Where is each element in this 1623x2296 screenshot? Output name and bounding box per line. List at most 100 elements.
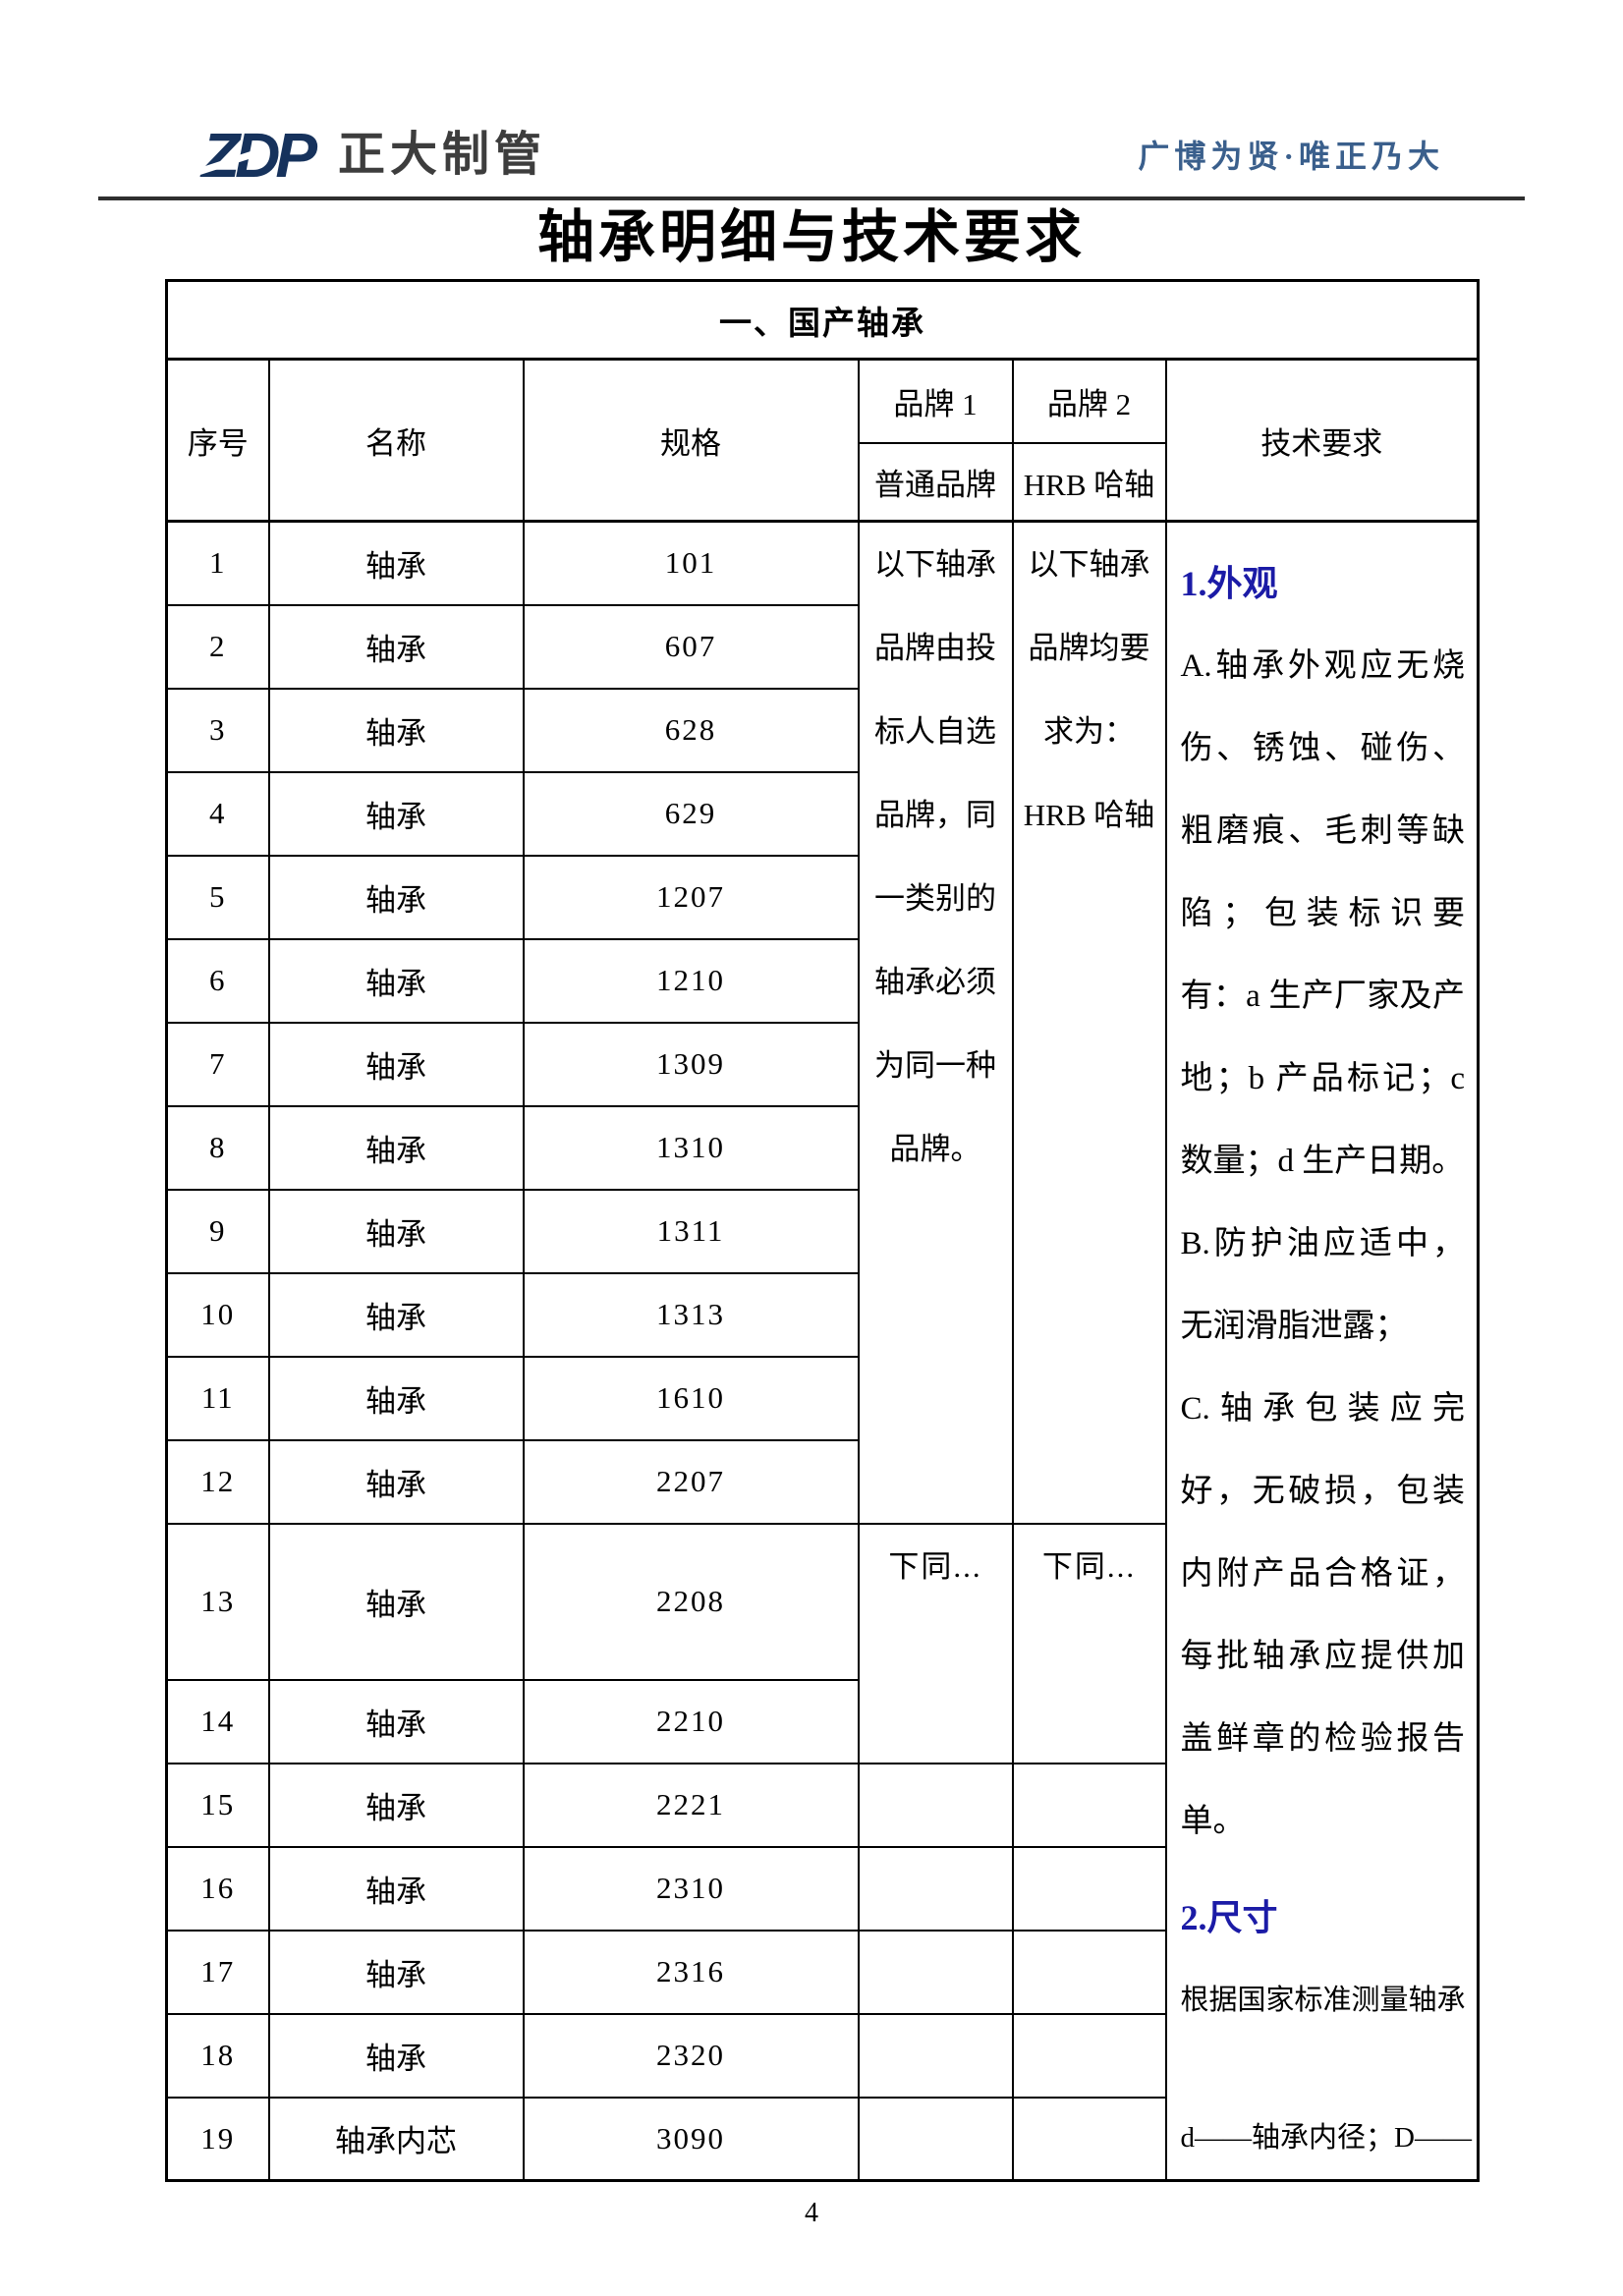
brand2-note-line: 品牌均要 xyxy=(1028,631,1150,665)
row-spec: 1311 xyxy=(522,1188,860,1274)
brand1-empty-cell xyxy=(857,1762,1014,1848)
tech-requirements-cell: 1.外观 A.轴承外观应无烧伤、锈蚀、碰伤、粗磨痕、毛刺等缺陷；包装标识要有：a … xyxy=(1164,520,1480,2182)
row-spec: 1207 xyxy=(522,854,860,940)
row-name: 轴承 xyxy=(267,1021,525,1107)
row-seq: 2 xyxy=(165,603,270,690)
brand2-note-line: HRB 哈轴 xyxy=(1023,798,1155,832)
row-seq: 4 xyxy=(165,770,270,857)
row-spec: 101 xyxy=(522,520,860,606)
row-seq: 5 xyxy=(165,854,270,940)
row-name: 轴承 xyxy=(267,1762,525,1848)
tech-paragraph-a: A.轴承外观应无烧伤、锈蚀、碰伤、粗磨痕、毛刺等缺陷；包装标识要有：a 生产厂家… xyxy=(1180,648,1466,1179)
table-row: 10 轴承 1313 xyxy=(165,1271,1479,1358)
brand1-note-line: 轴承必须 xyxy=(874,965,996,999)
table-header-row-1: 序号 名称 规格 品牌 1 品牌 2 技术要求 xyxy=(165,358,1480,523)
row-name: 轴承 xyxy=(267,687,525,773)
brand1-ditto-cell: 下同... xyxy=(857,1522,1014,1764)
brand2-note-line: 求为： xyxy=(1043,714,1135,749)
table-row: 15 轴承 2221 xyxy=(165,1762,1479,1848)
brand2-note-cell: 以下轴承品牌均要求为： HRB 哈轴 xyxy=(1011,520,1167,1525)
col-header-name: 名称 xyxy=(267,358,525,523)
page-number: 4 xyxy=(805,2198,818,2228)
row-name: 轴承 xyxy=(267,937,525,1024)
table-section-row: 一、国产轴承 xyxy=(165,279,1480,361)
row-name: 轴承 xyxy=(267,520,525,606)
document-title: 轴承明细与技术要求 xyxy=(536,205,1086,269)
row-name: 轴承 xyxy=(267,1678,525,1764)
row-spec: 3090 xyxy=(522,2096,860,2182)
brand1-empty-cell xyxy=(857,2012,1014,2099)
brand1-note-line: 以下轴承 xyxy=(874,547,996,582)
row-name: 轴承 xyxy=(267,1104,525,1191)
brand2-ditto-cell: 下同... xyxy=(1011,1522,1167,1764)
col-header-brand2-sub: HRB 哈轴 xyxy=(1011,441,1167,523)
table-header-row-2: 普通品牌 HRB 哈轴 xyxy=(167,441,1479,523)
table-row: 11 轴承 1610 xyxy=(165,1355,1479,1441)
row-seq: 9 xyxy=(165,1188,270,1274)
brand1-note-line: 标人自选 xyxy=(874,714,996,749)
table-row: 19 轴承内芯 3090 xyxy=(165,2096,1479,2182)
tech-paragraph-measure: 根据国家标准测量轴承 xyxy=(1180,1985,1466,2016)
logo-company-name: 正大制管 xyxy=(338,129,547,181)
table-row: 4 轴承 629 xyxy=(165,770,1479,857)
row-seq: 18 xyxy=(165,2012,270,2099)
table-row: 18 轴承 2320 xyxy=(165,2012,1479,2099)
col-header-brand2: 品牌 2 xyxy=(1011,358,1167,444)
brand2-empty-cell xyxy=(1011,2096,1167,2182)
brand1-empty-cell xyxy=(857,2096,1014,2182)
row-seq: 7 xyxy=(165,1021,270,1107)
row-name: 轴承 xyxy=(267,1929,525,2015)
table-row: 1 轴承 101 以下轴承 品牌由投 标人自选 品牌，同 一类别的 轴承必须 为同一种 品牌。 以下轴… xyxy=(165,520,1480,2182)
row-spec: 2210 xyxy=(522,1678,860,1764)
row-name: 轴承 xyxy=(267,1522,525,1681)
table-row: 8 轴承 1310 xyxy=(165,1104,1479,1191)
row-spec: 628 xyxy=(522,687,860,773)
tech-paragraph-diameter: d——轴承内径；D—— xyxy=(1180,2122,1472,2154)
row-name: 轴承 xyxy=(267,1355,525,1441)
row-seq: 11 xyxy=(165,1355,270,1441)
row-spec: 1313 xyxy=(522,1271,860,1358)
table-row: 14 轴承 2210 xyxy=(165,1678,1479,1764)
brand1-note-line: 品牌由投 xyxy=(874,631,996,665)
col-header-brand1-sub: 普通品牌 xyxy=(857,441,1014,523)
row-seq: 14 xyxy=(165,1678,270,1764)
col-header-spec: 规格 xyxy=(522,358,860,523)
row-name: 轴承 xyxy=(267,1438,525,1525)
row-seq: 13 xyxy=(165,1522,270,1681)
row-spec: 2320 xyxy=(522,2012,860,2099)
row-seq: 1 xyxy=(165,520,270,606)
row-spec: 2316 xyxy=(522,1929,860,2015)
table-row: 13 轴承 2208 下同... 下同... xyxy=(165,1522,1479,1764)
brand1-note-line: 品牌，同 xyxy=(874,798,996,832)
bearings-table: 一、国产轴承 序号 名称 规格 品牌 1 品牌 2 技术要求 普通品牌 HRB … xyxy=(165,279,1480,2182)
table-row: 9 轴承 1311 xyxy=(165,1188,1479,1274)
logo-zdp-mark: ZDP xyxy=(201,124,320,187)
page-header: ZDP 正大制管 广博为贤·唯正乃大 xyxy=(0,124,1623,196)
row-spec: 607 xyxy=(522,603,860,690)
table-row: 5 轴承 1207 xyxy=(165,854,1479,940)
row-name: 轴承内芯 xyxy=(267,2096,525,2182)
row-seq: 19 xyxy=(165,2096,270,2182)
row-seq: 10 xyxy=(165,1271,270,1358)
table-row: 17 轴承 2316 xyxy=(165,1929,1479,2015)
row-seq: 3 xyxy=(165,687,270,773)
brand2-empty-cell xyxy=(1011,1845,1167,1932)
brand2-empty-cell xyxy=(1011,1762,1167,1848)
brand1-note-line: 品牌。 xyxy=(889,1132,981,1166)
tech-heading-dimensions: 2.尺寸 xyxy=(1180,1898,1278,1937)
table-section-title: 一、国产轴承 xyxy=(165,279,1480,361)
row-spec: 1210 xyxy=(522,937,860,1024)
col-header-tech: 技术要求 xyxy=(1164,358,1480,523)
row-seq: 16 xyxy=(165,1845,270,1932)
col-header-seq: 序号 xyxy=(165,358,270,523)
row-name: 轴承 xyxy=(267,1188,525,1274)
company-logo: ZDP 正大制管 xyxy=(201,124,547,187)
row-name: 轴承 xyxy=(267,2012,525,2099)
row-spec: 2310 xyxy=(522,1845,860,1932)
row-seq: 6 xyxy=(165,937,270,1024)
brand2-note-line: 以下轴承 xyxy=(1028,547,1150,582)
row-spec: 1310 xyxy=(522,1104,860,1191)
brand2-empty-cell xyxy=(1011,2012,1167,2099)
row-spec: 1309 xyxy=(522,1021,860,1107)
